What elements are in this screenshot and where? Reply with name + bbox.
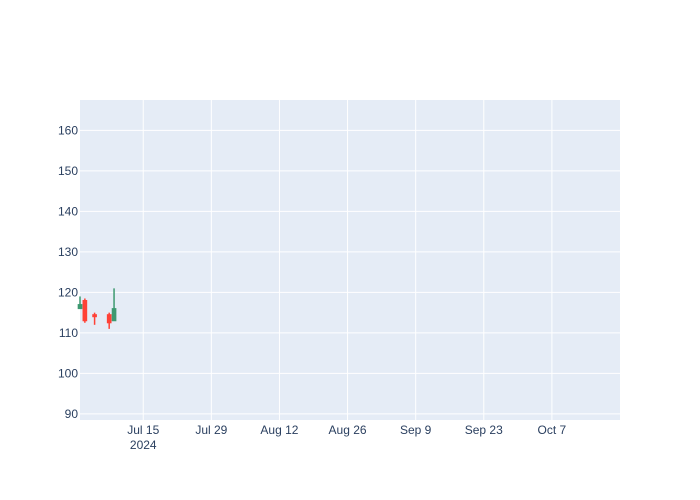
x-tick-label: Aug 12 — [260, 423, 298, 437]
candle-body — [92, 314, 97, 318]
y-tick-label: 150 — [58, 164, 78, 178]
candle-body — [111, 308, 117, 322]
candle-decreasing — [82, 298, 88, 323]
plot-area — [80, 100, 620, 420]
candle-decreasing — [92, 312, 97, 325]
y-tick-label: 100 — [58, 366, 78, 380]
candle-increasing — [77, 296, 83, 310]
y-gridlines — [80, 129, 620, 415]
x-tick-sublabel: 2024 — [130, 438, 157, 452]
candle-body — [82, 300, 88, 322]
candle-body — [106, 314, 112, 324]
y-tick-label: 160 — [58, 123, 78, 137]
y-tick-label: 90 — [65, 407, 79, 421]
candle-decreasing — [106, 312, 112, 329]
x-tick-label: Sep 23 — [465, 423, 503, 437]
candles — [77, 288, 117, 329]
candle-body — [77, 304, 83, 310]
candle-increasing — [111, 288, 117, 322]
y-tick-label: 140 — [58, 204, 78, 218]
y-axis-tick-labels: 90 100 110 120 130 140 150 160 — [58, 123, 78, 421]
x-gridlines — [142, 100, 553, 420]
y-tick-label: 110 — [59, 326, 78, 340]
y-tick-label: 120 — [58, 285, 78, 299]
x-tick-label: Aug 26 — [329, 423, 367, 437]
x-tick-label: Sep 9 — [400, 423, 432, 437]
x-tick-label: Jul 15 — [127, 423, 159, 437]
x-tick-label: Jul 29 — [195, 423, 227, 437]
y-tick-label: 130 — [58, 245, 78, 259]
x-tick-label: Oct 7 — [538, 423, 567, 437]
